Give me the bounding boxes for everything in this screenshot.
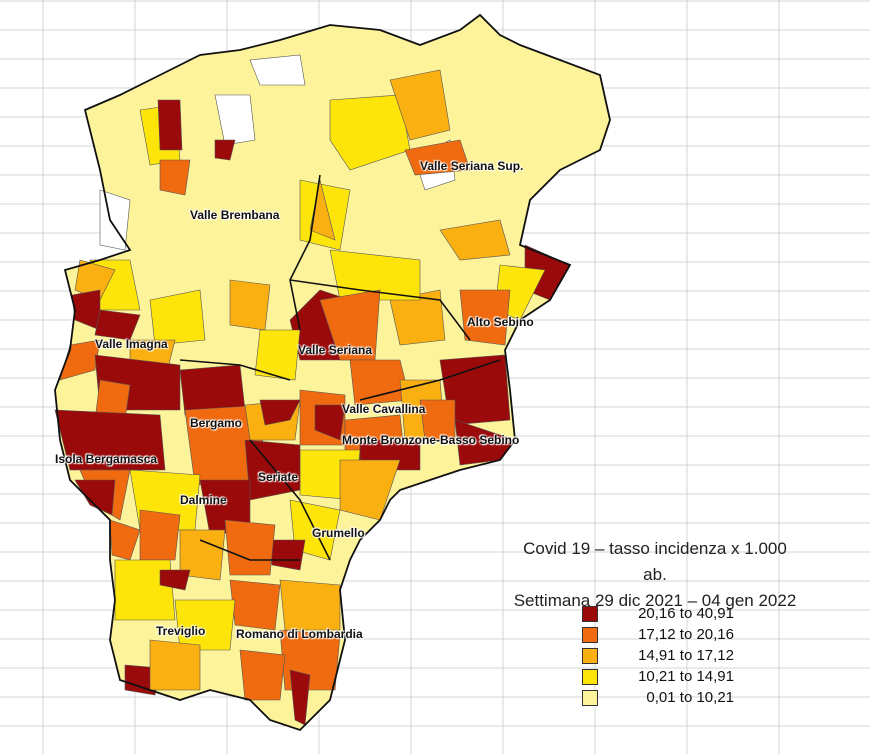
district-label: Treviglio [156,624,206,638]
municipality-area [149,289,206,346]
municipality-area [329,249,421,301]
legend-item: 10,21 to 14,91 [582,666,734,687]
municipality-area [259,399,301,426]
municipality-no-data [99,189,131,251]
municipality-area [329,94,411,171]
municipality-area [159,569,191,591]
legend: 20,16 to 40,91 17,12 to 20,16 14,91 to 1… [582,603,734,708]
legend-label: 20,16 to 40,91 [638,605,734,622]
district-label: Dalmine [180,493,227,507]
legend-item: 20,16 to 40,91 [582,603,734,624]
municipality-area [239,649,286,701]
municipality-area [229,579,281,631]
municipality-area [74,479,116,516]
district-label: Alto Sebino [467,315,534,329]
municipality-area [459,289,511,346]
district-boundary [179,359,291,381]
legend-label: 10,21 to 14,91 [638,668,734,685]
municipality-area [114,559,176,621]
municipality-area [229,279,271,331]
municipality-area [139,509,181,561]
district-boundary [249,439,331,561]
title-line-2: ab. [643,565,667,584]
district-label: Valle Cavallina [342,402,426,416]
legend-label: 14,91 to 17,12 [638,647,734,664]
district-label: Isola Bergamasca [55,452,158,466]
legend-swatch [582,647,598,664]
district-boundary [359,359,501,401]
province-outline [54,13,611,732]
map-title: Covid 19 – tasso incidenza x 1.000 ab. S… [470,536,840,614]
legend-item: 17,12 to 20,16 [582,624,734,645]
district-label: Valle Seriana [298,343,373,357]
district-boundary [289,279,471,341]
legend-swatch [582,689,598,706]
legend-swatch [582,605,598,622]
district-label: Valle Seriana Sup. [420,159,524,173]
municipality-area [404,139,471,176]
district-label: Romano di Lombardia [236,627,363,641]
municipality-area [54,409,166,471]
title-line-3: Settimana 29 dic 2021 – 04 gen 2022 [513,591,797,610]
municipality-area [159,159,191,196]
district-label: Monte Bronzone-Basso Sebino [342,433,520,447]
municipality-area [174,599,236,651]
municipality-area [269,539,306,571]
legend-item: 0,01 to 10,21 [582,687,734,708]
municipality-no-data [214,94,256,146]
municipality-area [109,519,141,561]
legend-item: 14,91 to 17,12 [582,645,734,666]
district-boundary [199,539,300,561]
district-label: Valle Imagna [95,337,168,351]
municipality-area [157,99,183,151]
municipality-area [314,404,346,441]
district-label: Bergamo [190,416,243,430]
municipality-area [419,399,456,441]
municipality-area [439,219,511,261]
municipality-area [149,639,201,691]
municipality-area [179,529,226,581]
district-label: Grumello [312,526,365,540]
municipality-area [254,329,301,381]
district-boundary [289,174,321,331]
title-line-1: Covid 19 – tasso incidenza x 1.000 [523,539,787,558]
municipality-area [389,69,451,141]
legend-label: 17,12 to 20,16 [638,626,734,643]
district-label: Valle Brembana [190,208,280,222]
municipality-area [389,289,446,346]
municipality-area [279,579,341,631]
municipality-no-data [249,54,306,86]
legend-swatch [582,668,598,685]
municipality-area [214,139,236,161]
legend-swatch [582,626,598,643]
district-label: Seriate [258,470,299,484]
legend-label: 0,01 to 10,21 [646,689,734,706]
municipality-area [224,519,276,576]
